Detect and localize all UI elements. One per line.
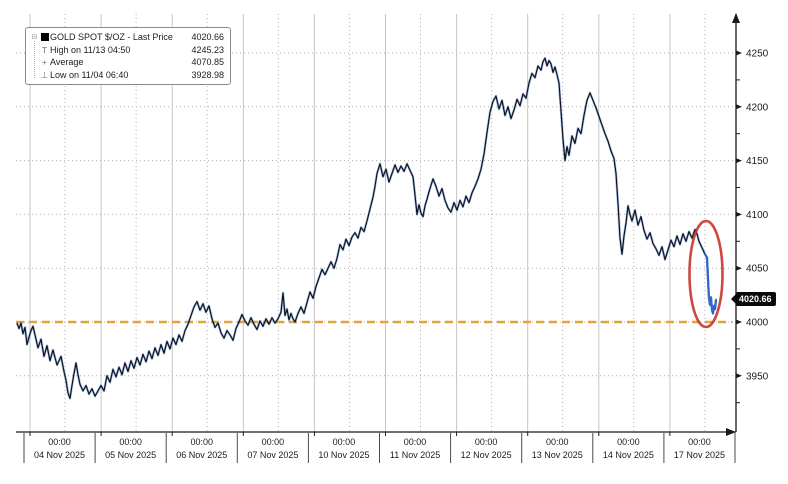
series-swatch-icon bbox=[39, 32, 50, 43]
y-tick bbox=[736, 158, 742, 164]
low-marker-icon: ⊥ bbox=[40, 69, 49, 80]
x-date-label: 07 Nov 2025 bbox=[247, 450, 298, 460]
x-date-label: 13 Nov 2025 bbox=[532, 450, 583, 460]
x-date-label: 06 Nov 2025 bbox=[176, 450, 227, 460]
y-tick-label: 3950 bbox=[746, 371, 769, 382]
high-marker-icon: T bbox=[41, 44, 48, 55]
x-axis-arrow-icon bbox=[726, 428, 736, 436]
y-tick-label: 4150 bbox=[746, 156, 769, 167]
legend-row-low: ⊥ Low on 11/04 06:40 3928.98 bbox=[30, 69, 224, 82]
legend-collapse-icon[interactable]: ⊟ bbox=[31, 33, 38, 41]
legend-high-label: High on 11/13 04:50 bbox=[50, 44, 131, 55]
price-line bbox=[16, 57, 717, 399]
x-time-label: 00:00 bbox=[262, 437, 285, 447]
x-date-label: 14 Nov 2025 bbox=[603, 450, 654, 460]
y-tick-label: 4200 bbox=[746, 102, 769, 113]
x-time-label: 00:00 bbox=[404, 437, 427, 447]
y-tick-label: 4050 bbox=[746, 264, 769, 275]
y-tick-label: 4250 bbox=[746, 49, 769, 60]
legend-row-average: + Average 4070.85 bbox=[30, 56, 224, 69]
legend-low-label: Low on 11/04 06:40 bbox=[50, 69, 129, 80]
price-line-final-drop bbox=[703, 253, 718, 315]
y-tick bbox=[736, 50, 742, 56]
chart-legend: ⊟ GOLD SPOT $/OZ - Last Price 4020.66 T … bbox=[25, 27, 231, 85]
y-tick-label: 4100 bbox=[746, 210, 769, 221]
x-time-label: 00:00 bbox=[617, 437, 640, 447]
x-time-label: 00:00 bbox=[333, 437, 356, 447]
legend-average-value: 4070.85 bbox=[191, 57, 224, 68]
y-tick bbox=[736, 265, 742, 271]
last-price-tag: 4020.66 bbox=[731, 292, 776, 306]
x-date-label: 12 Nov 2025 bbox=[461, 450, 512, 460]
y-tick bbox=[736, 104, 742, 110]
legend-row-high: T High on 11/13 04:50 4245.23 bbox=[30, 44, 224, 57]
y-tick bbox=[736, 211, 742, 217]
highlight-ellipse bbox=[688, 219, 724, 329]
y-tick bbox=[736, 373, 742, 379]
x-date-label: 04 Nov 2025 bbox=[34, 450, 85, 460]
legend-low-value: 3928.98 bbox=[191, 69, 224, 80]
x-time-label: 00:00 bbox=[546, 437, 569, 447]
x-time-label: 00:00 bbox=[190, 437, 213, 447]
legend-series-label: GOLD SPOT $/OZ - Last Price bbox=[50, 32, 173, 43]
legend-last-price-value: 4020.66 bbox=[191, 32, 224, 43]
x-date-label: 05 Nov 2025 bbox=[105, 450, 156, 460]
price-line-halo bbox=[15, 56, 718, 400]
x-date-label: 11 Nov 2025 bbox=[390, 450, 440, 460]
legend-average-label: Average bbox=[50, 57, 84, 68]
average-marker-icon: + bbox=[42, 57, 47, 67]
legend-row-last-price: ⊟ GOLD SPOT $/OZ - Last Price 4020.66 bbox=[30, 31, 224, 44]
x-time-label: 00:00 bbox=[475, 437, 498, 447]
y-tick bbox=[736, 319, 742, 325]
legend-high-value: 4245.23 bbox=[191, 44, 224, 55]
legend-tree-line bbox=[34, 41, 35, 78]
y-tick-label: 4000 bbox=[746, 318, 769, 329]
x-date-label: 10 Nov 2025 bbox=[318, 450, 369, 460]
x-time-label: 00:00 bbox=[688, 437, 711, 447]
y-axis-arrow-icon bbox=[732, 13, 740, 23]
x-time-label: 00:00 bbox=[48, 437, 71, 447]
x-time-label: 00:00 bbox=[119, 437, 142, 447]
x-date-label: 17 Nov 2025 bbox=[674, 450, 725, 460]
